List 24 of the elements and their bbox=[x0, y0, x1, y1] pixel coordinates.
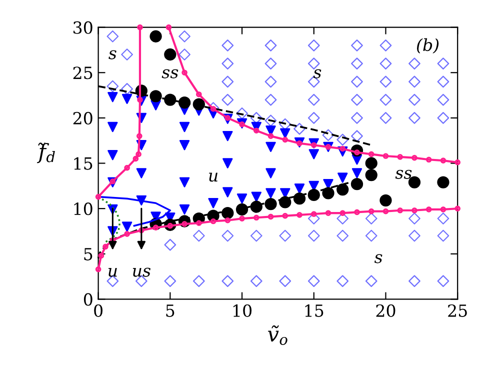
y-tick-label: 5 bbox=[84, 248, 92, 260]
annotation: ss bbox=[162, 69, 178, 78]
annotation: u bbox=[209, 172, 218, 182]
x-tick-label: 25 bbox=[448, 304, 467, 317]
annotation: s bbox=[313, 69, 322, 78]
annotation: u bbox=[108, 268, 117, 277]
y-tick-label: 10 bbox=[74, 202, 92, 216]
x-tick-label: 20 bbox=[376, 304, 396, 317]
x-tick-label: 15 bbox=[305, 304, 324, 317]
y-tick-label: 15 bbox=[74, 157, 92, 170]
x-tick-label: 0 bbox=[94, 304, 102, 317]
y-tick-label: 30 bbox=[74, 21, 92, 34]
annotation: s bbox=[108, 50, 116, 60]
y-tick-label: 0 bbox=[84, 293, 92, 306]
annotation: ss bbox=[395, 170, 412, 179]
x-axis-title: ṽ$_{o}$ bbox=[268, 325, 288, 345]
annotation: (b) bbox=[417, 38, 439, 54]
x-tick-label: 10 bbox=[233, 304, 252, 317]
x-tick-label: 5 bbox=[166, 304, 174, 317]
y-axis-title: f̃$_{d}$ bbox=[36, 142, 55, 164]
annotation: us bbox=[132, 268, 150, 277]
y-tick-label: 20 bbox=[73, 112, 92, 125]
annotation: s bbox=[374, 254, 382, 264]
y-tick-label: 25 bbox=[73, 66, 92, 80]
